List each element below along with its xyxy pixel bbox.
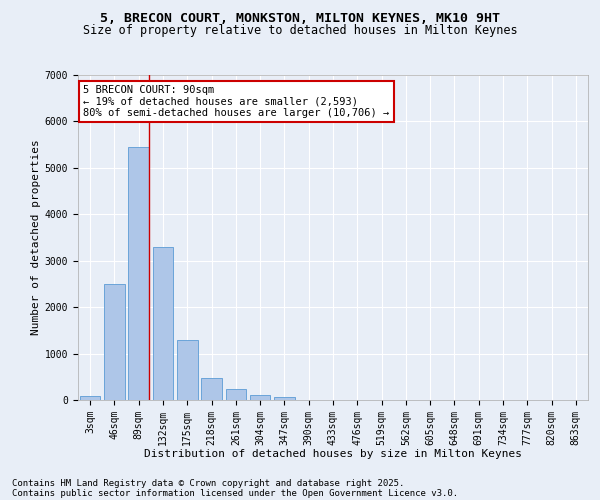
Bar: [226, 390, 246, 400]
Text: Contains public sector information licensed under the Open Government Licence v3: Contains public sector information licen…: [12, 488, 458, 498]
Bar: [128, 147, 149, 400]
X-axis label: Distribution of detached houses by size in Milton Keynes: Distribution of detached houses by size …: [144, 449, 522, 459]
Bar: [250, 396, 271, 400]
Bar: [104, 284, 125, 400]
Bar: [152, 247, 173, 400]
Text: Size of property relative to detached houses in Milton Keynes: Size of property relative to detached ho…: [83, 24, 517, 37]
Bar: [177, 340, 197, 400]
Text: Contains HM Land Registry data © Crown copyright and database right 2025.: Contains HM Land Registry data © Crown c…: [12, 478, 404, 488]
Bar: [201, 378, 222, 400]
Text: 5 BRECON COURT: 90sqm
← 19% of detached houses are smaller (2,593)
80% of semi-d: 5 BRECON COURT: 90sqm ← 19% of detached …: [83, 84, 389, 118]
Bar: [80, 396, 100, 400]
Y-axis label: Number of detached properties: Number of detached properties: [31, 140, 41, 336]
Text: 5, BRECON COURT, MONKSTON, MILTON KEYNES, MK10 9HT: 5, BRECON COURT, MONKSTON, MILTON KEYNES…: [100, 12, 500, 26]
Bar: [274, 397, 295, 400]
